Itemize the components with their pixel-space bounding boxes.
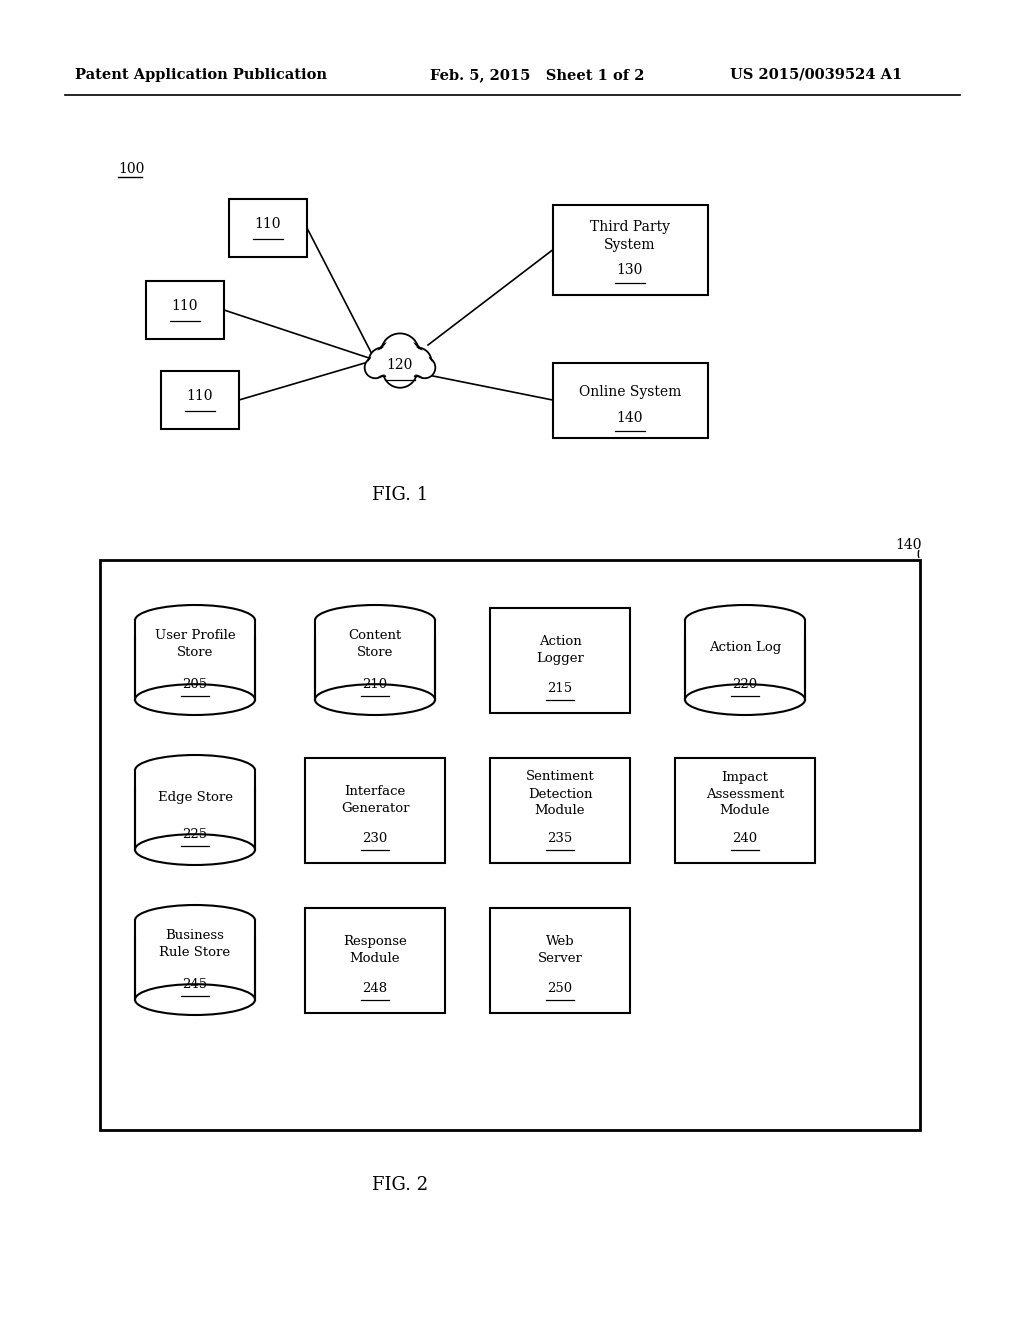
Bar	[553, 363, 708, 437]
Bar	[146, 281, 224, 339]
Text: Feb. 5, 2015   Sheet 1 of 2: Feb. 5, 2015 Sheet 1 of 2	[430, 69, 644, 82]
Circle shape	[371, 350, 395, 375]
Text: Business
Rule Store: Business Rule Store	[160, 929, 230, 960]
Text: 230: 230	[362, 832, 388, 845]
Bar	[135, 920, 255, 999]
Bar	[161, 371, 239, 429]
Ellipse shape	[135, 906, 255, 936]
Bar	[490, 908, 630, 1012]
Circle shape	[366, 358, 385, 378]
Bar	[133, 920, 257, 937]
Circle shape	[416, 358, 434, 378]
Ellipse shape	[135, 834, 255, 865]
Text: 248: 248	[362, 982, 387, 994]
Circle shape	[385, 355, 415, 385]
Bar	[133, 771, 257, 787]
Ellipse shape	[135, 605, 255, 636]
Circle shape	[393, 345, 422, 372]
Text: 130: 130	[616, 263, 643, 277]
Text: 140: 140	[895, 539, 922, 552]
Text: Content
Store: Content Store	[348, 630, 401, 659]
Bar	[683, 620, 807, 636]
Bar	[100, 560, 920, 1130]
Circle shape	[381, 334, 419, 371]
Text: Action Log: Action Log	[709, 642, 781, 655]
Text: 215: 215	[548, 681, 572, 694]
Bar	[490, 758, 630, 862]
Bar	[229, 199, 307, 257]
Text: Edge Store: Edge Store	[158, 792, 232, 804]
Bar	[313, 620, 437, 636]
Text: 245: 245	[182, 978, 208, 990]
Ellipse shape	[315, 605, 435, 636]
Text: FIG. 1: FIG. 1	[372, 486, 428, 504]
Text: Online System: Online System	[579, 385, 681, 399]
Bar	[553, 205, 708, 294]
Text: 240: 240	[732, 832, 758, 845]
Ellipse shape	[315, 684, 435, 715]
Text: 110: 110	[255, 216, 282, 231]
Circle shape	[378, 345, 407, 372]
Bar	[135, 771, 255, 850]
Text: Third Party
System: Third Party System	[590, 220, 670, 252]
Text: 110: 110	[186, 389, 213, 403]
Text: User Profile
Store: User Profile Store	[155, 630, 236, 659]
Circle shape	[391, 342, 424, 374]
Bar	[305, 908, 445, 1012]
Bar	[675, 758, 815, 862]
Bar	[315, 620, 435, 700]
Text: Sentiment
Detection
Module: Sentiment Detection Module	[525, 771, 594, 817]
Text: Web
Server: Web Server	[538, 935, 583, 965]
Text: Patent Application Publication: Patent Application Publication	[75, 69, 327, 82]
Circle shape	[377, 342, 409, 374]
Bar	[490, 607, 630, 713]
Text: US 2015/0039524 A1: US 2015/0039524 A1	[730, 69, 902, 82]
Ellipse shape	[135, 985, 255, 1015]
Text: 225: 225	[182, 828, 208, 841]
Text: 220: 220	[732, 677, 758, 690]
Text: Response
Module: Response Module	[343, 935, 407, 965]
Text: Action
Logger: Action Logger	[536, 635, 584, 665]
Text: 205: 205	[182, 677, 208, 690]
Circle shape	[365, 356, 386, 379]
Bar	[305, 758, 445, 862]
Bar	[685, 620, 805, 700]
Text: 210: 210	[362, 677, 387, 690]
Text: FIG. 2: FIG. 2	[372, 1176, 428, 1195]
Ellipse shape	[685, 684, 805, 715]
Bar	[133, 620, 257, 636]
Text: 250: 250	[548, 982, 572, 994]
Text: 235: 235	[548, 832, 572, 845]
Circle shape	[414, 356, 435, 379]
Text: 140: 140	[616, 411, 643, 425]
Ellipse shape	[135, 755, 255, 785]
Circle shape	[383, 335, 417, 370]
Text: Impact
Assessment
Module: Impact Assessment Module	[706, 771, 784, 817]
Circle shape	[402, 347, 431, 376]
Ellipse shape	[135, 684, 255, 715]
Circle shape	[383, 354, 417, 388]
Bar	[135, 620, 255, 700]
Ellipse shape	[685, 605, 805, 636]
Text: Interface
Generator: Interface Generator	[341, 785, 410, 814]
Circle shape	[369, 347, 397, 376]
Text: 100: 100	[118, 162, 144, 176]
Text: 110: 110	[172, 300, 199, 313]
Circle shape	[404, 350, 430, 375]
Text: 120: 120	[387, 358, 414, 372]
